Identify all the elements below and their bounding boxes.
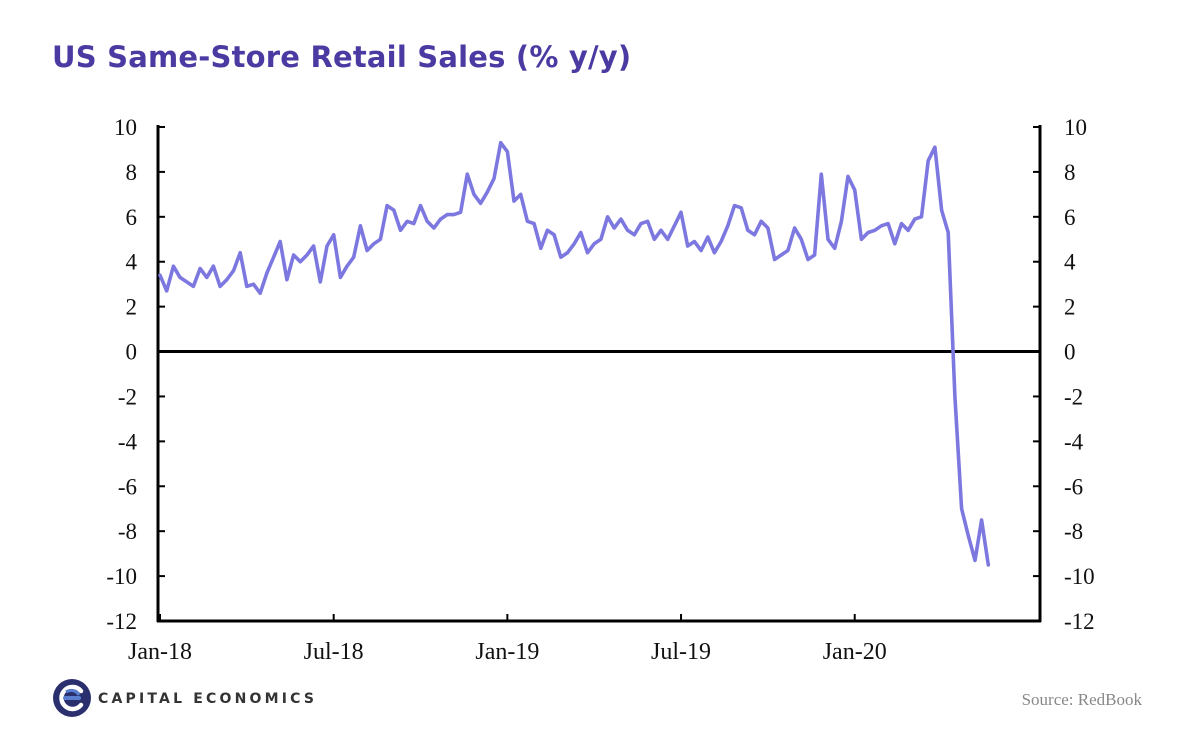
y2-tick-label: 0 [1064,340,1076,365]
right-y-axis: 10 8 6 4 2 0 -2 -4 -6 -8 -10 -12 [1033,115,1095,634]
y-tick-label: -6 [118,474,137,499]
chart-axes [156,125,1042,623]
y2-tick-label: -4 [1064,429,1084,454]
x-tick-label: Jan-20 [823,639,887,665]
capital-economics-logo-icon [53,679,91,717]
y2-tick-label: -10 [1064,564,1095,589]
y-tick-label: -10 [106,564,137,589]
x-axis: Jan-18 Jul-18 Jan-19 Jul-19 Jan-20 [128,614,887,665]
chart-title: US Same-Store Retail Sales (% y/y) [52,40,632,74]
series-group [158,140,991,567]
x-tick-label: Jan-18 [128,639,192,665]
y-tick-label: 10 [114,115,137,140]
left-y-axis: 10 8 6 4 2 0 -2 -4 -6 -8 -10 -12 [106,115,165,634]
y-tick-label: 0 [126,340,138,365]
x-tick-label: Jul-18 [304,639,364,665]
y2-tick-label: -8 [1064,519,1083,544]
y2-tick-label: 4 [1064,250,1076,275]
y-tick-label: 4 [126,250,138,275]
y-tick-label: -12 [106,609,137,634]
y2-tick-label: 6 [1064,205,1076,230]
y-tick-label: 2 [126,295,138,320]
y2-tick-label: -6 [1064,474,1083,499]
y-tick-label: -4 [118,429,138,454]
brand-name: CAPITAL ECONOMICS [98,691,318,707]
y-tick-label: 8 [126,160,138,185]
y-tick-label: -8 [118,519,137,544]
y2-tick-label: -2 [1064,384,1083,409]
capital-economics-logo: CAPITAL ECONOMICS [52,676,317,720]
x-tick-label: Jan-19 [475,639,539,665]
y-tick-label: 6 [126,205,138,230]
y2-tick-label: -12 [1064,609,1095,634]
y2-tick-label: 2 [1064,295,1076,320]
series-line [158,140,991,567]
x-tick-label: Jul-19 [651,639,711,665]
y2-tick-label: 10 [1064,115,1087,140]
source-note: Source: RedBook [1021,690,1142,709]
y-tick-label: -2 [118,384,137,409]
y2-tick-label: 8 [1064,160,1076,185]
